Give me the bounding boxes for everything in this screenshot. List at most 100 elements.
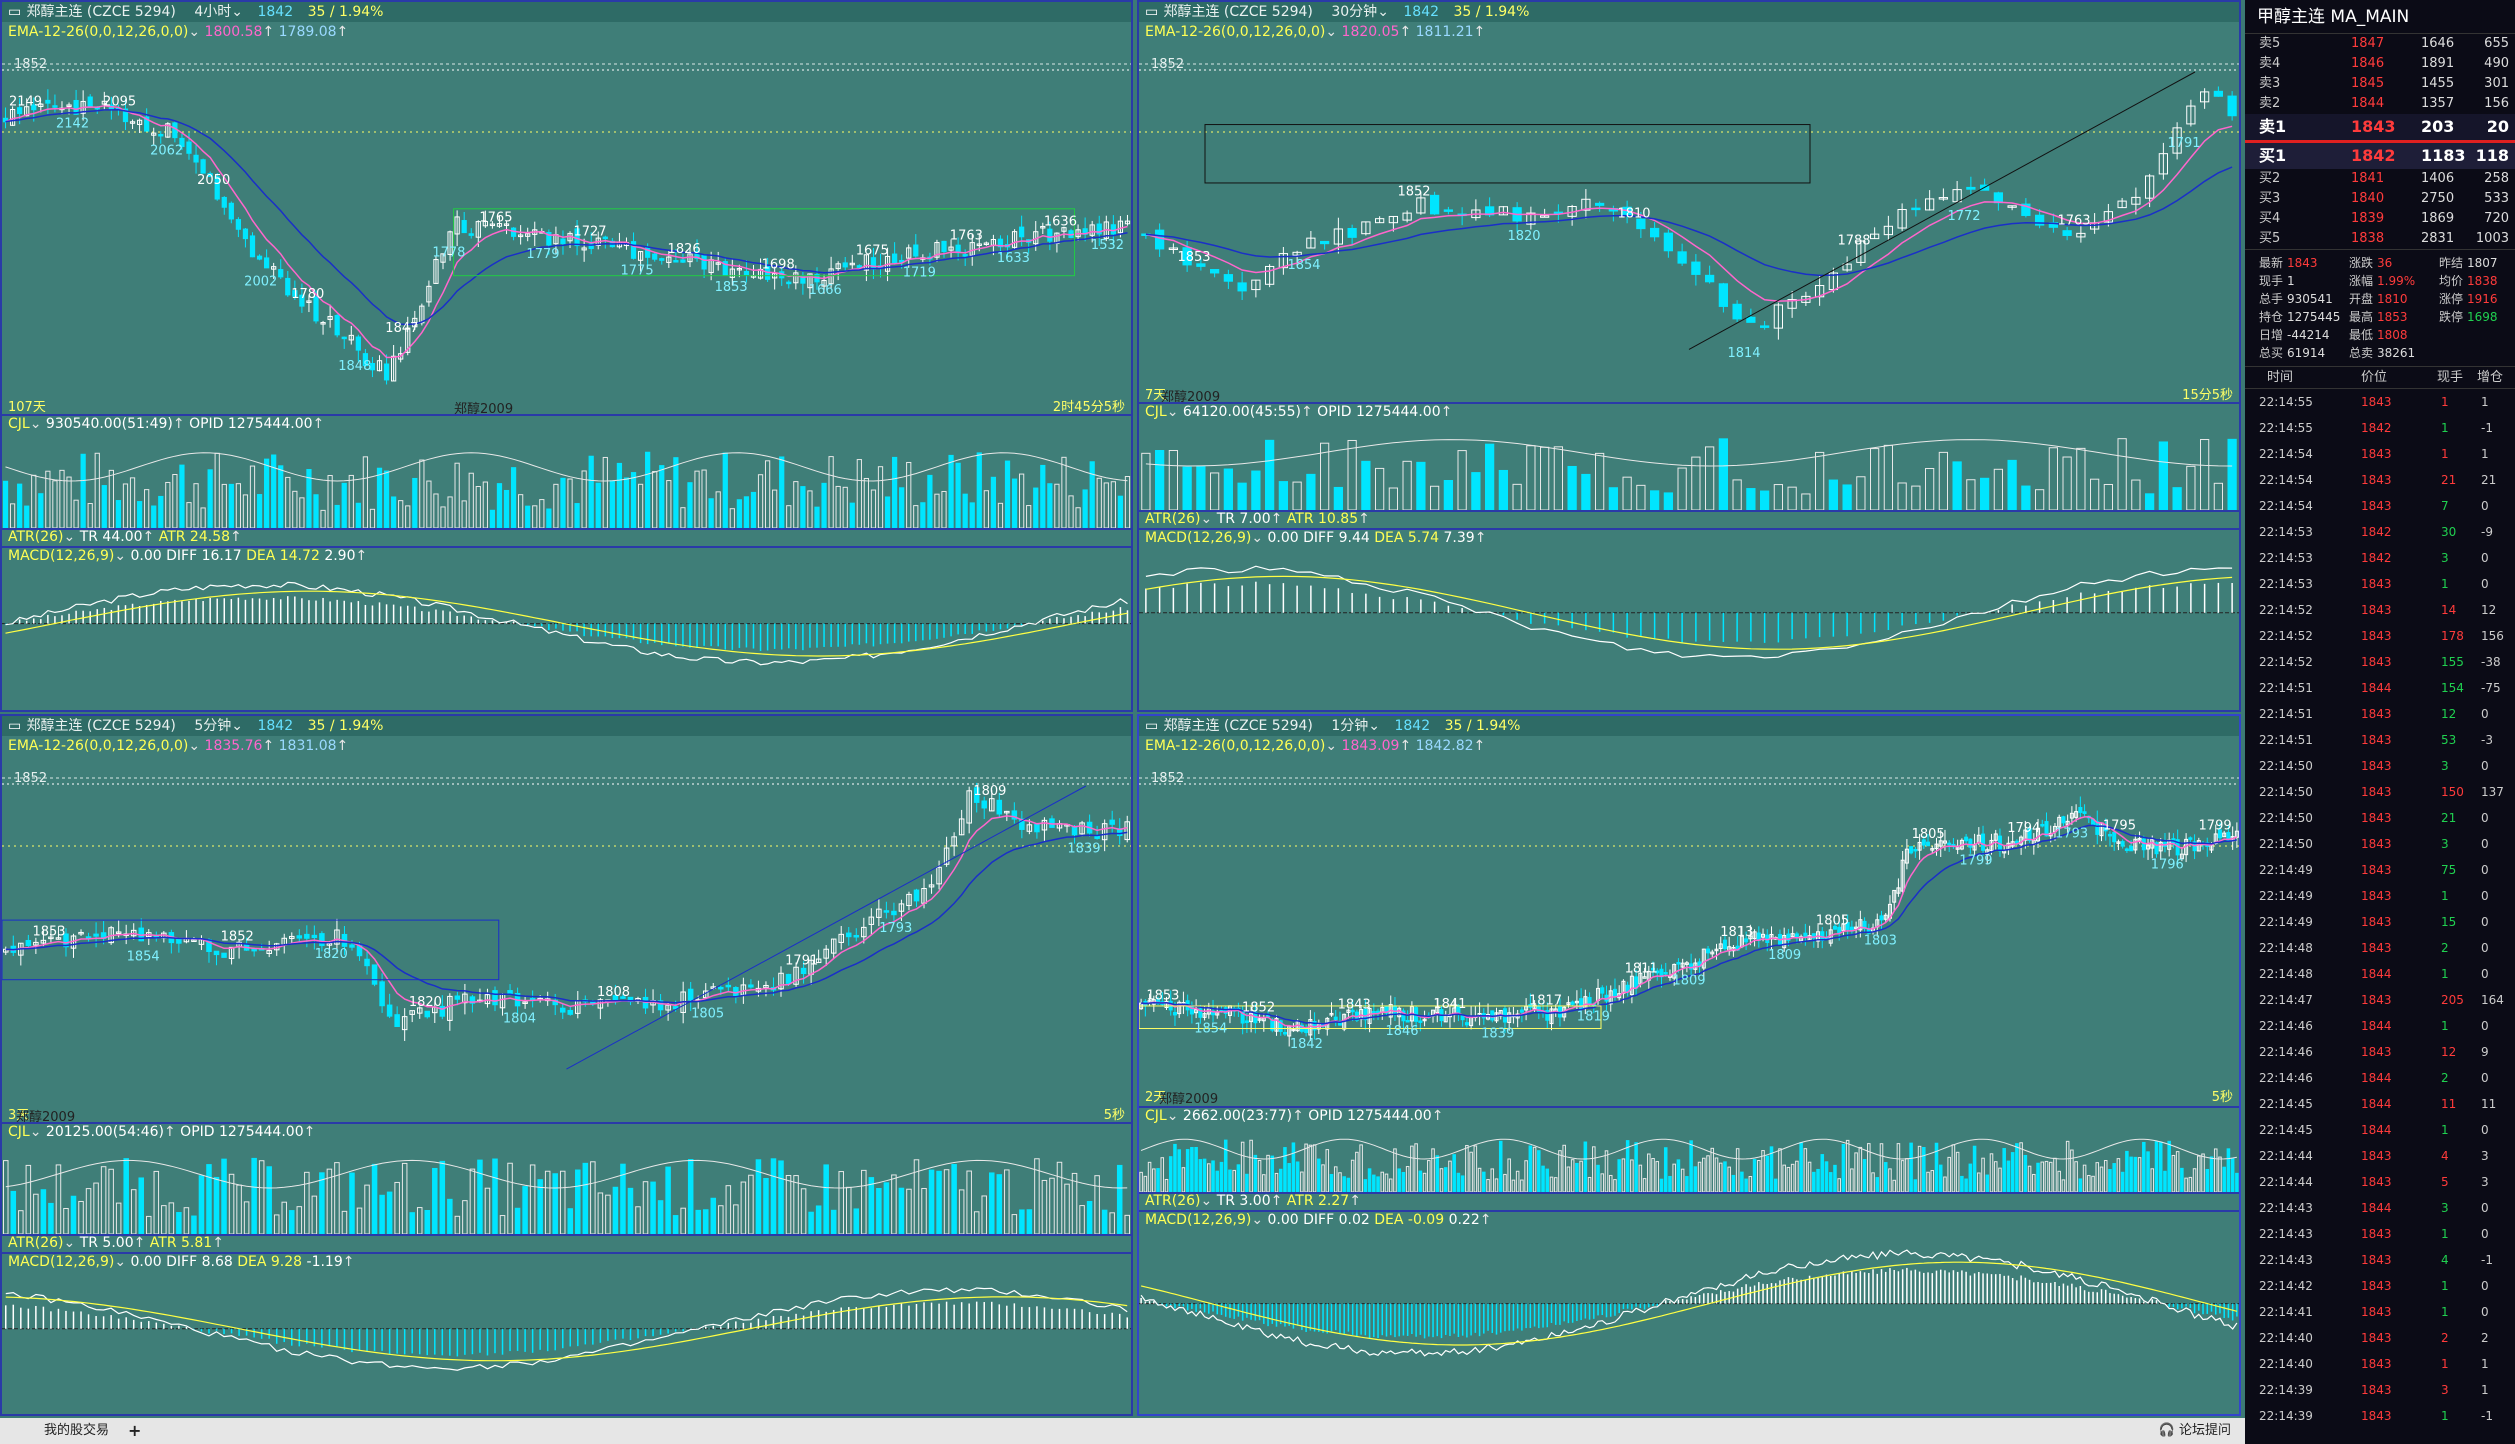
panel-menu-icon[interactable]: ▭ (1145, 4, 1159, 20)
chevron-down-icon[interactable]: ⌄ (1325, 738, 1338, 754)
chevron-down-icon[interactable]: ⌄ (1368, 718, 1381, 734)
chevron-down-icon[interactable]: ⌄ (231, 4, 244, 20)
tick-row[interactable]: 22:14:40 1843 2 2 (2245, 1325, 2515, 1351)
panel-menu-icon[interactable]: ▭ (8, 718, 22, 734)
tick-row[interactable]: 22:14:55 1843 1 1 (2245, 389, 2515, 415)
chevron-down-icon[interactable]: ⌄ (231, 718, 244, 734)
chevron-down-icon[interactable]: ⌄ (114, 548, 127, 564)
tick-row[interactable]: 22:14:53 1843 1 0 (2245, 571, 2515, 597)
chevron-down-icon[interactable]: ⌄ (1200, 1193, 1213, 1209)
tick-row[interactable]: 22:14:48 1843 2 0 (2245, 935, 2515, 961)
tick-row[interactable]: 22:14:39 1843 3 1 (2245, 1377, 2515, 1403)
chart-panel-5m[interactable]: ▭ 郑醇主连 (CZCE 5294) 5分钟⌄ 1842 35 / 1.94% … (0, 714, 1133, 1416)
atr-legend[interactable]: ATR(26)⌄ TR 7.00↑ ATR 10.85↑ (1145, 511, 1370, 527)
chevron-down-icon[interactable]: ⌄ (1166, 1108, 1179, 1124)
chevron-down-icon[interactable]: ⌄ (188, 24, 201, 40)
tick-header-cell[interactable]: 时间 (2267, 370, 2294, 385)
macd-legend[interactable]: MACD(12,26,9)⌄ 0.00 DIFF 0.02 DEA -0.09 … (1145, 1212, 1492, 1228)
tick-header-cell[interactable]: 现手 (2437, 370, 2464, 385)
tick-row[interactable]: 22:14:48 1844 1 0 (2245, 961, 2515, 987)
chevron-down-icon[interactable]: ⌄ (1200, 511, 1213, 527)
tick-row[interactable]: 22:14:40 1843 1 1 (2245, 1351, 2515, 1377)
tick-table[interactable]: 22:14:55 1843 1 1 22:14:55 1842 1 -1 22:14:54 184… (2245, 389, 2515, 1429)
forum-link[interactable]: 🎧 论坛提问 (2158, 1423, 2231, 1438)
bid-row[interactable]: 买4 1839 1869 720 (2245, 209, 2515, 229)
chevron-down-icon[interactable]: ⌄ (63, 529, 76, 545)
tick-row[interactable]: 22:14:39 1843 1 -1 (2245, 1403, 2515, 1429)
tick-row[interactable]: 22:14:41 1843 1 0 (2245, 1299, 2515, 1325)
chevron-down-icon[interactable]: ⌄ (188, 738, 201, 754)
tick-header-cell[interactable]: 价位 (2361, 370, 2388, 385)
chevron-down-icon[interactable]: ⌄ (63, 1235, 76, 1251)
panel-menu-icon[interactable]: ▭ (1145, 718, 1159, 734)
atr-legend[interactable]: ATR(26)⌄ TR 3.00↑ ATR 2.27↑ (1145, 1193, 1361, 1209)
tick-row[interactable]: 22:14:53 1842 3 0 (2245, 545, 2515, 571)
period-select[interactable]: 1分钟 (1331, 718, 1369, 734)
ask1-row[interactable]: 卖1 1843 203 20 (2245, 114, 2515, 140)
tick-row[interactable]: 22:14:49 1843 75 0 (2245, 857, 2515, 883)
tick-row[interactable]: 22:14:55 1842 1 -1 (2245, 415, 2515, 441)
atr-legend[interactable]: ATR(26)⌄ TR 44.00↑ ATR 24.58↑ (8, 529, 242, 545)
tick-row[interactable]: 22:14:44 1843 5 3 (2245, 1169, 2515, 1195)
tick-row[interactable]: 22:14:50 1843 3 0 (2245, 753, 2515, 779)
tick-row[interactable]: 22:14:46 1843 12 9 (2245, 1039, 2515, 1065)
ema-legend[interactable]: EMA-12-26(0,0,12,26,0,0)⌄ 1820.05↑ 1811.… (1145, 24, 1486, 40)
tick-row[interactable]: 22:14:43 1843 4 -1 (2245, 1247, 2515, 1273)
chevron-down-icon[interactable]: ⌄ (1377, 4, 1389, 20)
ask-row[interactable]: 卖5 1847 1646 655 (2245, 34, 2515, 54)
period-select[interactable]: 4小时 (194, 4, 232, 20)
tick-row[interactable]: 22:14:43 1843 1 0 (2245, 1221, 2515, 1247)
add-tab-button[interactable]: + (128, 1421, 142, 1440)
tick-row[interactable]: 22:14:52 1843 178 156 (2245, 623, 2515, 649)
ask-row[interactable]: 卖3 1845 1455 301 (2245, 74, 2515, 94)
tick-row[interactable]: 22:14:50 1843 150 137 (2245, 779, 2515, 805)
tick-row[interactable]: 22:14:51 1844 154 -75 (2245, 675, 2515, 701)
workspace-tab[interactable]: 我的股交易 (44, 1423, 110, 1438)
tick-row[interactable]: 22:14:53 1842 30 -9 (2245, 519, 2515, 545)
macd-legend[interactable]: MACD(12,26,9)⌄ 0.00 DIFF 9.44 DEA 5.74 7… (1145, 530, 1487, 546)
bid-row[interactable]: 买5 1838 2831 1003 (2245, 229, 2515, 249)
bid-row[interactable]: 买3 1840 2750 533 (2245, 189, 2515, 209)
ema-legend[interactable]: EMA-12-26(0,0,12,26,0,0)⌄ 1843.09↑ 1842.… (1145, 738, 1486, 754)
price-chart[interactable]: 1852185318541852182018201804180818051791… (2, 756, 1131, 1124)
tick-row[interactable]: 22:14:46 1844 2 0 (2245, 1065, 2515, 1091)
tick-header-cell[interactable]: 增仓 (2477, 370, 2504, 385)
chevron-down-icon[interactable]: ⌄ (1325, 24, 1338, 40)
ask-row[interactable]: 卖4 1846 1891 490 (2245, 54, 2515, 74)
tick-row[interactable]: 22:14:54 1843 21 21 (2245, 467, 2515, 493)
period-select[interactable]: 5分钟 (194, 718, 232, 734)
chevron-down-icon[interactable]: ⌄ (1251, 1212, 1264, 1228)
tick-row[interactable]: 22:14:50 1843 3 0 (2245, 831, 2515, 857)
ema-legend[interactable]: EMA-12-26(0,0,12,26,0,0)⌄ 1835.76↑ 1831.… (8, 738, 349, 754)
volume-legend[interactable]: CJL⌄ 64120.00(45:55)↑ OPID 1275444.00↑ (1145, 404, 1453, 420)
tick-row[interactable]: 22:14:54 1843 1 1 (2245, 441, 2515, 467)
ask-row[interactable]: 卖2 1844 1357 156 (2245, 94, 2515, 114)
volume-legend[interactable]: CJL⌄ 930540.00(51:49)↑ OPID 1275444.00↑ (8, 416, 325, 432)
tick-row[interactable]: 22:14:44 1843 4 3 (2245, 1143, 2515, 1169)
tick-row[interactable]: 22:14:52 1843 14 12 (2245, 597, 2515, 623)
ema-legend[interactable]: EMA-12-26(0,0,12,26,0,0)⌄ 1800.58↑ 1789.… (8, 24, 349, 40)
macd-legend[interactable]: MACD(12,26,9)⌄ 0.00 DIFF 8.68 DEA 9.28 -… (8, 1254, 355, 1270)
chevron-down-icon[interactable]: ⌄ (29, 416, 42, 432)
tick-row[interactable]: 22:14:45 1844 1 0 (2245, 1117, 2515, 1143)
tick-row[interactable]: 22:14:46 1844 1 0 (2245, 1013, 2515, 1039)
bid1-row[interactable]: 买1 1842 1183 118 (2245, 143, 2515, 169)
macd-legend[interactable]: MACD(12,26,9)⌄ 0.00 DIFF 16.17 DEA 14.72… (8, 548, 368, 564)
bid-row[interactable]: 买2 1841 1406 258 (2245, 169, 2515, 189)
price-chart[interactable]: 1852214921422095206220502002178018481847… (2, 42, 1131, 416)
volume-legend[interactable]: CJL⌄ 20125.00(54:46)↑ OPID 1275444.00↑ (8, 1124, 316, 1140)
tick-row[interactable]: 22:14:47 1843 205 164 (2245, 987, 2515, 1013)
chart-panel-1m[interactable]: ▭ 郑醇主连 (CZCE 5294) 1分钟⌄ 1842 35 / 1.94% … (1137, 714, 2241, 1416)
chevron-down-icon[interactable]: ⌄ (1251, 530, 1264, 546)
volume-legend[interactable]: CJL⌄ 2662.00(23:77)↑ OPID 1275444.00↑ (1145, 1108, 1444, 1124)
chevron-down-icon[interactable]: ⌄ (29, 1124, 42, 1140)
panel-menu-icon[interactable]: ▭ (8, 4, 22, 20)
chevron-down-icon[interactable]: ⌄ (114, 1254, 127, 1270)
chart-panel-4h[interactable]: ▭ 郑醇主连 (CZCE 5294) 4小时⌄ 1842 35 / 1.94% … (0, 0, 1133, 712)
tick-row[interactable]: 22:14:45 1844 11 11 (2245, 1091, 2515, 1117)
tick-row[interactable]: 22:14:51 1843 12 0 (2245, 701, 2515, 727)
tick-row[interactable]: 22:14:54 1843 7 0 (2245, 493, 2515, 519)
tick-row[interactable]: 22:14:50 1843 21 0 (2245, 805, 2515, 831)
chart-panel-30m[interactable]: ▭ 郑醇主连 (CZCE 5294) 30分钟⌄ 1842 35 / 1.94%… (1137, 0, 2241, 712)
tick-row[interactable]: 22:14:42 1843 1 0 (2245, 1273, 2515, 1299)
